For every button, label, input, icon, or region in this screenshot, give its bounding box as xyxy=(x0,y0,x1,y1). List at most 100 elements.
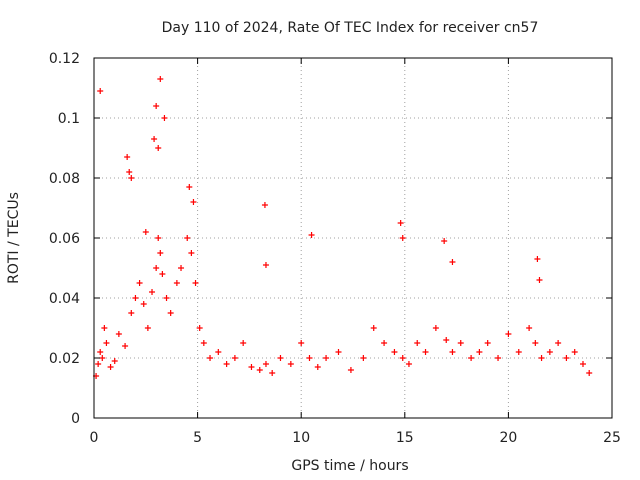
y-tick-label: 0.06 xyxy=(49,231,80,247)
data-point xyxy=(495,355,502,361)
data-point xyxy=(538,355,545,361)
y-tick-label: 0 xyxy=(71,411,80,427)
data-point xyxy=(287,361,294,367)
data-point xyxy=(468,355,475,361)
data-point xyxy=(298,340,305,346)
data-point xyxy=(231,355,238,361)
x-tick-label: 25 xyxy=(603,430,621,446)
data-point xyxy=(414,340,421,346)
data-point xyxy=(153,265,160,271)
data-point xyxy=(269,370,276,376)
y-tick-label: 0.02 xyxy=(49,351,80,367)
data-point xyxy=(449,259,456,265)
data-point xyxy=(397,220,404,226)
x-axis-label: GPS time / hours xyxy=(291,458,408,474)
data-point xyxy=(262,262,269,268)
data-point xyxy=(579,361,586,367)
data-point xyxy=(132,295,139,301)
data-point xyxy=(196,325,203,331)
data-point xyxy=(370,325,377,331)
data-point xyxy=(546,349,553,355)
data-point xyxy=(484,340,491,346)
data-point xyxy=(405,361,412,367)
data-point xyxy=(571,349,578,355)
y-axis-label: ROTI / TECUs xyxy=(6,192,22,284)
data-point xyxy=(555,340,562,346)
data-point xyxy=(142,229,149,235)
data-point xyxy=(443,337,450,343)
data-point xyxy=(306,355,313,361)
data-point xyxy=(149,289,156,295)
data-point xyxy=(186,184,193,190)
data-point xyxy=(277,355,284,361)
data-point xyxy=(157,250,164,256)
data-point xyxy=(441,238,448,244)
data-point xyxy=(449,349,456,355)
data-point xyxy=(144,325,151,331)
data-point xyxy=(314,364,321,370)
data-point xyxy=(97,349,104,355)
data-point xyxy=(115,331,122,337)
y-tick-label: 0.1 xyxy=(58,111,80,127)
x-tick-label: 20 xyxy=(499,430,517,446)
data-point xyxy=(188,250,195,256)
data-point xyxy=(223,361,230,367)
data-point xyxy=(526,325,533,331)
data-point xyxy=(136,280,143,286)
data-point xyxy=(534,256,541,262)
data-point xyxy=(103,340,110,346)
data-point xyxy=(122,343,129,349)
data-point xyxy=(536,277,543,283)
x-tick-label: 0 xyxy=(90,430,99,446)
x-tick-label: 10 xyxy=(292,430,310,446)
y-tick-label: 0.12 xyxy=(49,51,80,67)
data-point xyxy=(200,340,207,346)
data-point xyxy=(161,115,168,121)
data-point xyxy=(155,145,162,151)
data-point xyxy=(111,358,118,364)
axes: 0 5 10 15 20 25 0 0.02 0.04 0.06 0.08 0.1 0.12 xyxy=(49,51,621,446)
data-point xyxy=(248,364,255,370)
data-point xyxy=(163,295,170,301)
y-tick-label: 0.04 xyxy=(49,291,80,307)
data-point xyxy=(360,355,367,361)
data-points xyxy=(93,76,593,379)
data-point xyxy=(457,340,464,346)
data-point xyxy=(155,235,162,241)
data-point xyxy=(240,340,247,346)
data-point xyxy=(184,235,191,241)
data-point xyxy=(192,280,199,286)
data-point xyxy=(128,175,135,181)
data-point xyxy=(159,271,166,277)
data-point xyxy=(532,340,539,346)
data-point xyxy=(381,340,388,346)
data-point xyxy=(432,325,439,331)
data-point xyxy=(323,355,330,361)
data-point xyxy=(126,169,133,175)
data-point xyxy=(151,136,158,142)
data-point xyxy=(476,349,483,355)
data-point xyxy=(347,367,354,373)
data-point xyxy=(422,349,429,355)
data-point xyxy=(262,361,269,367)
data-point xyxy=(173,280,180,286)
data-point xyxy=(586,370,593,376)
data-point xyxy=(261,202,268,208)
x-tick-label: 15 xyxy=(396,430,414,446)
y-tick-label: 0.08 xyxy=(49,171,80,187)
data-point xyxy=(399,355,406,361)
plot-frame xyxy=(93,57,613,419)
data-point xyxy=(563,355,570,361)
data-point xyxy=(101,325,108,331)
data-point xyxy=(178,265,185,271)
data-point xyxy=(99,355,106,361)
data-point xyxy=(107,364,114,370)
data-point xyxy=(308,232,315,238)
data-point xyxy=(207,355,214,361)
data-point xyxy=(391,349,398,355)
data-point xyxy=(167,310,174,316)
data-point xyxy=(95,361,102,367)
data-point xyxy=(157,76,164,82)
